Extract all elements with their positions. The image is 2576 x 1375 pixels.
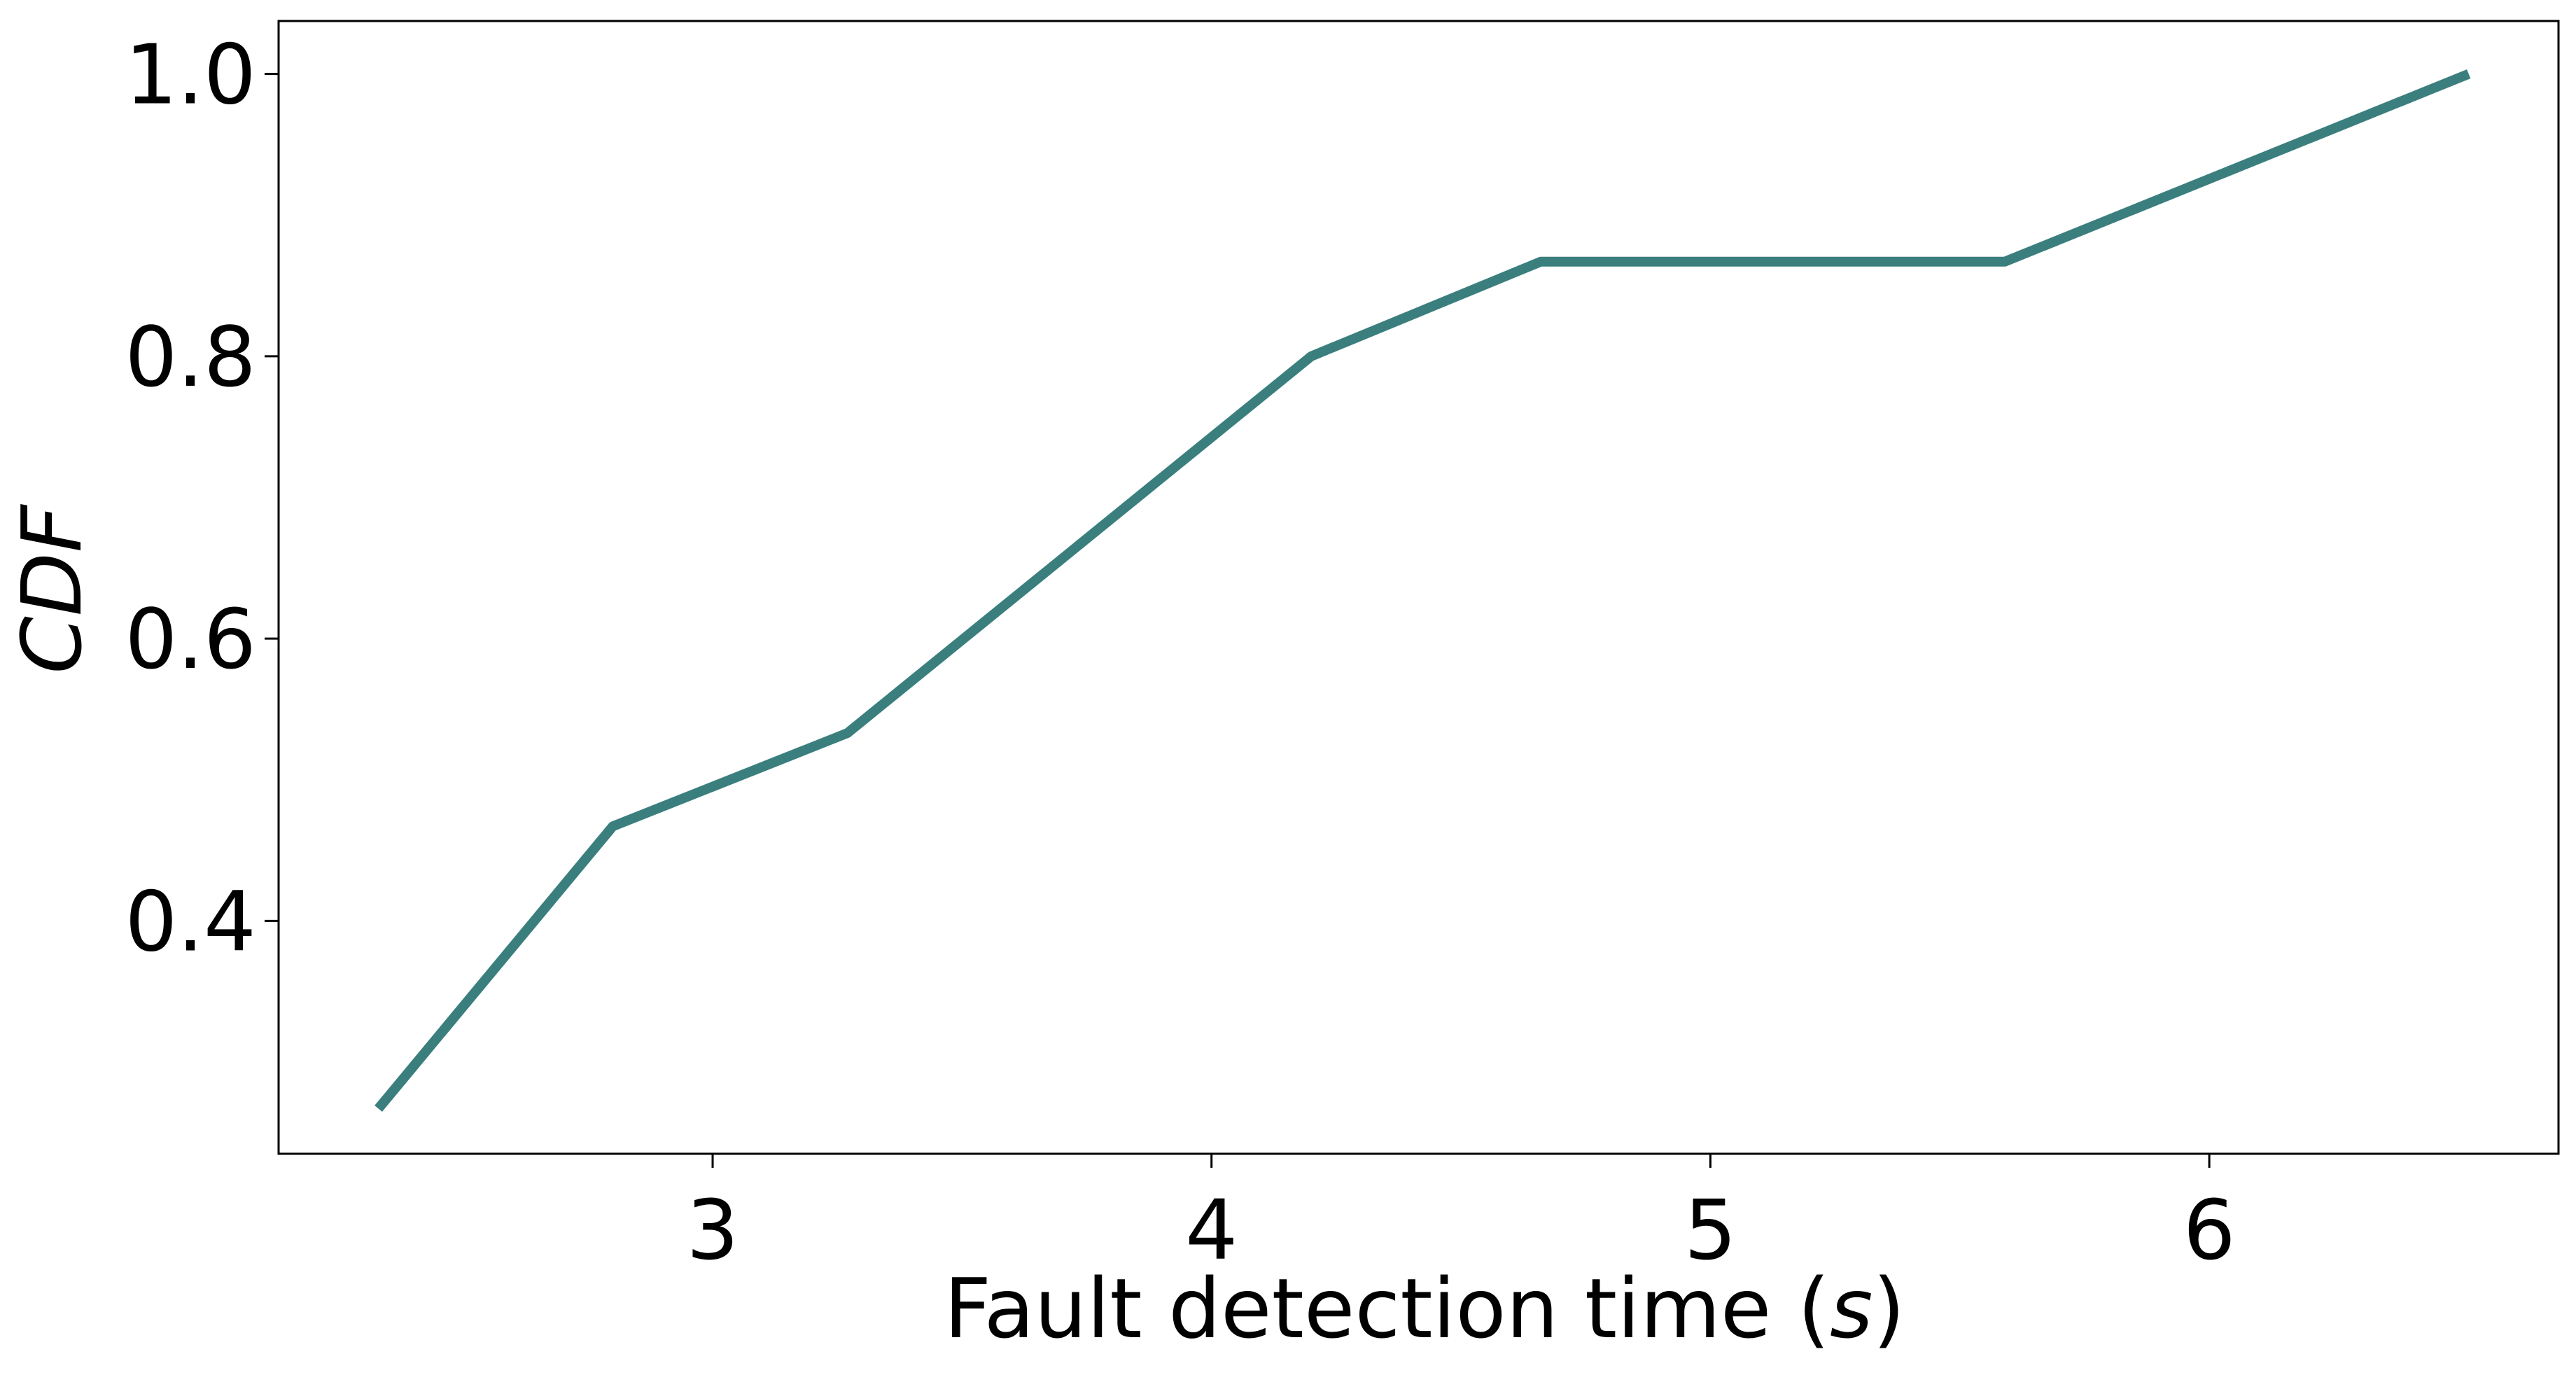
x-axis-ticks: 3 4 5 6: [687, 1154, 2236, 1278]
x-tick-label: 4: [1185, 1182, 1238, 1278]
x-tick-label: 5: [1684, 1182, 1737, 1278]
x-axis-title-part-1: Fault detection time (: [944, 1260, 1830, 1357]
x-tick-label: 6: [2183, 1182, 2236, 1278]
y-axis-ticks: 0.4 0.6 0.8 1.0: [125, 27, 279, 970]
x-axis-title-unit: s: [1830, 1260, 1872, 1357]
cdf-line: [374, 69, 2471, 1112]
x-axis-title: Fault detection time (s): [944, 1260, 1905, 1357]
x-tick-label: 3: [687, 1182, 739, 1278]
axes: [277, 20, 2560, 1155]
y-tick-label: 0.4: [125, 873, 256, 970]
y-tick-label: 0.6: [125, 591, 256, 688]
y-axis-title: CDF: [4, 503, 100, 673]
y-tick-label: 1.0: [125, 27, 256, 123]
plot-frame: [277, 20, 2560, 1155]
y-tick-label: 0.8: [125, 309, 256, 405]
x-axis-title-part-3: ): [1873, 1260, 1905, 1357]
series-layer: [374, 69, 2471, 1112]
